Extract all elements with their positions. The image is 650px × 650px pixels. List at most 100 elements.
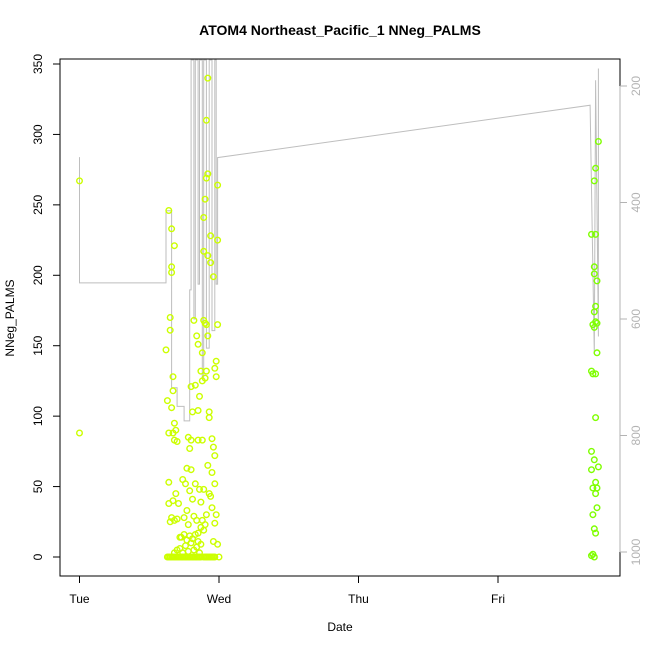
data-point-s0-149 xyxy=(214,321,222,329)
data-point-s0-133 xyxy=(207,232,215,240)
data-point-s0-118 xyxy=(201,195,209,203)
data-point-s0-122 xyxy=(202,116,210,124)
data-point-s1-31 xyxy=(593,504,601,512)
y-tick-label: 0 xyxy=(31,553,45,560)
data-point-s1-23 xyxy=(592,414,600,422)
data-point-s0-92 xyxy=(193,516,201,524)
data-point-s0-2 xyxy=(162,346,170,354)
data-point-s1-15 xyxy=(590,456,598,464)
data-point-s0-83 xyxy=(187,436,195,444)
data-point-s0-132 xyxy=(205,414,213,422)
right-tick-label: 800 xyxy=(629,425,643,445)
data-point-s0-89 xyxy=(191,381,199,389)
x-axis-label: Date xyxy=(327,620,353,634)
data-point-s0-98 xyxy=(197,367,205,375)
data-point-s0-27 xyxy=(173,515,181,523)
right-tick-label: 600 xyxy=(629,309,643,329)
right-tick-label: 1000 xyxy=(629,538,643,565)
data-point-s0-142 xyxy=(211,452,219,460)
data-point-s0-144 xyxy=(212,357,220,365)
data-point-s0-86 xyxy=(188,495,196,503)
data-point-s0-96 xyxy=(195,392,203,400)
data-point-s0-11 xyxy=(168,404,176,412)
y-tick-label: 200 xyxy=(31,265,45,285)
data-point-s0-148 xyxy=(214,236,222,244)
data-point-s1-2 xyxy=(588,447,596,455)
data-point-s1-6 xyxy=(589,370,597,378)
data-point-s0-123 xyxy=(202,174,210,182)
data-point-s0-84 xyxy=(187,466,195,474)
data-point-s0-138 xyxy=(209,273,217,281)
data-point-s1-17 xyxy=(590,553,598,561)
data-point-s0-75 xyxy=(181,480,189,488)
data-point-s0-114 xyxy=(200,213,208,221)
x-tick-label: Tue xyxy=(69,592,90,606)
data-point-s0-5 xyxy=(165,429,173,437)
data-point-s0-80 xyxy=(186,445,194,453)
data-point-s0-15 xyxy=(170,242,178,250)
data-point-s1-22 xyxy=(592,370,600,378)
data-point-s0-119 xyxy=(201,319,209,327)
data-point-s0-90 xyxy=(191,480,199,488)
data-point-s0-113 xyxy=(198,349,206,357)
y-tick-label: 250 xyxy=(31,195,45,215)
y-tick-label: 350 xyxy=(31,54,45,74)
data-point-s1-18 xyxy=(592,164,600,172)
data-point-s0-19 xyxy=(173,438,181,446)
right-tick-label: 200 xyxy=(629,76,643,96)
data-point-s1-29 xyxy=(593,349,601,357)
data-point-s0-13 xyxy=(169,387,177,395)
data-point-s1-20 xyxy=(592,302,600,310)
data-point-s0-22 xyxy=(166,518,174,526)
data-point-s0-111 xyxy=(215,553,223,561)
data-point-s0-129 xyxy=(204,332,212,340)
data-point-s0-145 xyxy=(212,373,220,381)
data-point-s1-30 xyxy=(593,484,601,492)
data-point-s0-141 xyxy=(211,364,219,372)
y-tick-label: 300 xyxy=(31,124,45,144)
y-axis: 0 50 100 150 200 250 300 350 xyxy=(31,54,61,560)
data-point-s0-77 xyxy=(183,464,191,472)
data-point-s1-7 xyxy=(589,484,597,492)
data-point-s0-74 xyxy=(180,514,188,522)
data-point-s0-18 xyxy=(172,426,180,434)
data-point-s0-154 xyxy=(202,511,210,519)
data-point-s1-26 xyxy=(592,529,600,537)
data-point-s0-134 xyxy=(207,259,215,267)
data-point-s0-156 xyxy=(197,523,205,531)
data-point-s0-0 xyxy=(75,429,83,437)
data-point-s0-7 xyxy=(166,326,174,334)
data-point-s0-143 xyxy=(211,519,219,527)
chart-title: ATOM4 Northeast_Pacific_1 NNeg_PALMS xyxy=(199,22,481,38)
data-point-s0-137 xyxy=(208,504,216,512)
data-point-s0-153 xyxy=(205,490,213,498)
x-axis: Tue Wed Thu Fri xyxy=(69,575,505,606)
y-tick-label: 150 xyxy=(31,335,45,355)
data-point-s1-12 xyxy=(590,270,598,278)
data-point-s0-131 xyxy=(205,408,213,416)
data-point-s0-117 xyxy=(200,485,208,493)
data-point-s0-76 xyxy=(183,507,191,515)
data-point-s0-1 xyxy=(75,177,83,185)
data-point-s0-93 xyxy=(194,340,202,348)
data-point-s0-8 xyxy=(168,225,176,233)
depth-line xyxy=(79,59,599,422)
data-point-s0-64 xyxy=(195,549,203,557)
data-point-s0-150 xyxy=(214,540,222,548)
data-point-s0-91 xyxy=(193,332,201,340)
data-point-s1-10 xyxy=(590,177,598,185)
x-tick-label: Thu xyxy=(348,592,369,606)
data-point-s0-81 xyxy=(186,487,194,495)
data-point-s1-25 xyxy=(592,490,600,498)
data-point-s1-24 xyxy=(592,478,600,486)
data-point-s0-82 xyxy=(187,383,195,391)
data-point-s0-110 xyxy=(211,553,219,561)
right-axis: 200 400 600 800 1000 xyxy=(619,76,643,565)
data-point-s0-20 xyxy=(165,478,173,486)
data-point-s0-100 xyxy=(198,436,206,444)
y-tick-label: 100 xyxy=(31,406,45,426)
data-point-s0-126 xyxy=(204,74,212,82)
data-point-s0-127 xyxy=(204,170,212,178)
data-point-s0-136 xyxy=(208,435,216,443)
data-point-s0-26 xyxy=(172,490,180,498)
